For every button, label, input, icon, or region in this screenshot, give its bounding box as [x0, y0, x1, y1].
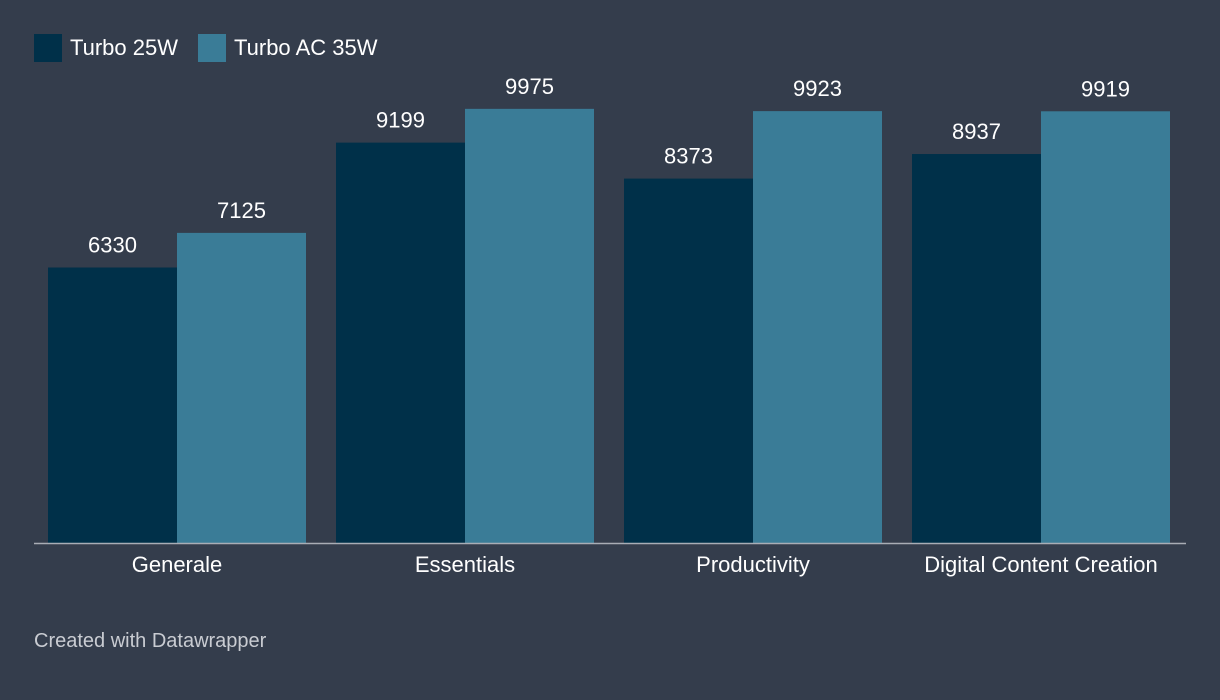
- x-tick-label-3: Productivity: [696, 552, 810, 577]
- data-label-2-4: 9919: [1081, 76, 1130, 101]
- legend-item-turbo-ac-35w: Turbo AC 35W: [198, 34, 377, 62]
- footer-credit: Created with Datawrapper: [34, 630, 267, 652]
- data-label-1-4: 8937: [952, 119, 1001, 144]
- legend-item-turbo-25w: Turbo 25W: [34, 34, 178, 62]
- data-label-1-2: 9199: [376, 108, 425, 133]
- bar-2-2: [465, 108, 594, 543]
- legend-swatch-turbo-25w: [34, 34, 62, 62]
- legend: Turbo 25W Turbo AC 35W: [34, 34, 377, 62]
- bar-2-1: [177, 232, 306, 543]
- bar-1-4: [912, 154, 1041, 543]
- bar-2-3: [753, 111, 882, 544]
- data-label-2-2: 9975: [505, 74, 554, 99]
- legend-label-turbo-ac-35w: Turbo AC 35W: [234, 35, 378, 60]
- bar-1-1: [48, 267, 177, 543]
- legend-swatch-turbo-ac-35w: [198, 34, 227, 62]
- legend-label-turbo-25w: Turbo 25W: [70, 35, 179, 60]
- bar-1-2: [336, 142, 465, 543]
- x-tick-label-2: Essentials: [415, 552, 515, 577]
- data-label-2-3: 9923: [793, 76, 842, 101]
- data-label-1-3: 8373: [664, 144, 713, 169]
- bar-2-4: [1041, 111, 1170, 544]
- x-tick-label-1: Generale: [132, 552, 223, 577]
- x-tick-label-4: Digital Content Creation: [924, 552, 1158, 577]
- data-label-1-1: 6330: [88, 232, 137, 257]
- data-label-2-1: 7125: [217, 198, 266, 223]
- bar-1-3: [624, 178, 753, 544]
